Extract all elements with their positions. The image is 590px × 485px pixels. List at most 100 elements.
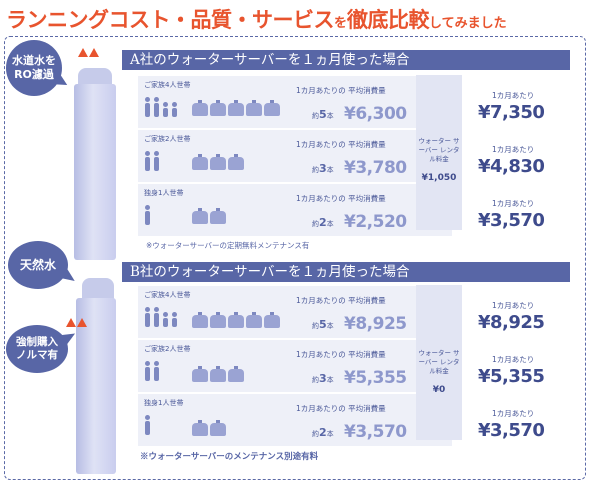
bottle-count: 約5本 xyxy=(312,108,334,121)
panel-b-header: B社のウォーターサーバーを１ヵ月使った場合 xyxy=(122,262,570,282)
fee-label: ウォーター サーバー レンタル料金 xyxy=(418,349,460,375)
people-icons xyxy=(144,361,160,381)
people-icons xyxy=(144,151,160,171)
monthly-label: 1カ月あたり xyxy=(492,91,535,100)
household-label: 独身1人世帯 xyxy=(144,399,184,407)
page-title: ランニングコスト・品質・サービスを徹底比較してみました xyxy=(6,4,507,32)
monthly-label: 1カ月あたり xyxy=(492,199,535,208)
water-price: ¥5,355 xyxy=(344,368,407,388)
monthly-total: ¥5,355 xyxy=(478,366,545,387)
panel-a-row-single xyxy=(138,184,452,236)
people-icons xyxy=(144,415,151,435)
panel-b-row-single xyxy=(138,394,452,446)
consumption-label: 1カ月あたりの 平均消費量 xyxy=(296,194,386,203)
water-price: ¥3,780 xyxy=(344,158,407,178)
title-particle: を xyxy=(334,16,348,31)
bubble-ro-filter: 水道水を RO濾過 xyxy=(6,40,62,96)
title-tail: してみました xyxy=(429,16,507,31)
panel-a-row-family2 xyxy=(138,130,452,182)
panel-company-b: B社のウォーターサーバーを１ヵ月使った場合 xyxy=(122,262,570,474)
person-icon xyxy=(144,97,151,117)
monthly-total: ¥3,570 xyxy=(478,210,545,231)
water-price: ¥3,570 xyxy=(344,422,407,442)
people-icons xyxy=(144,307,178,327)
bubble-forced-purchase: 強制購入 ノルマ有 xyxy=(6,325,68,373)
bottle-icons xyxy=(192,208,226,224)
household-label: ご家族2人世帯 xyxy=(144,345,191,353)
person-icon xyxy=(144,205,151,225)
monthly-total: ¥8,925 xyxy=(478,312,545,333)
bottle-icon xyxy=(228,366,244,382)
person-icon xyxy=(144,151,151,171)
consumption-label: 1カ月あたりの 平均消費量 xyxy=(296,140,386,149)
person-icon xyxy=(162,102,169,117)
household-label: ご家族2人世帯 xyxy=(144,135,191,143)
bottle-icons xyxy=(192,100,280,116)
bottle-icon xyxy=(228,312,244,328)
consumption-label: 1カ月あたりの 平均消費量 xyxy=(296,404,386,413)
person-icon xyxy=(162,312,169,327)
person-icon xyxy=(171,312,178,327)
panel-a-rental-fee: ウォーター サーバー レンタル料金 ¥1,050 xyxy=(416,75,462,230)
household-label: ご家族4人世帯 xyxy=(144,81,191,89)
server-b-top xyxy=(82,278,114,300)
title-main: ランニングコスト・品質・サービス xyxy=(6,8,335,32)
panel-a-header: A社のウォーターサーバーを１ヵ月使った場合 xyxy=(122,50,570,70)
bottle-icon xyxy=(210,312,226,328)
panel-b-row-family4 xyxy=(138,286,452,338)
bottle-icon xyxy=(264,100,280,116)
bottle-count: 約5本 xyxy=(312,318,334,331)
bottle-icon xyxy=(210,420,226,436)
person-icon xyxy=(144,361,151,381)
panel-a-row-family4 xyxy=(138,76,452,128)
consumption-label: 1カ月あたりの 平均消費量 xyxy=(296,350,386,359)
bottle-count: 約3本 xyxy=(312,372,334,385)
bottle-icon xyxy=(192,100,208,116)
panel-b-rental-fee: ウォーター サーバー レンタル料金 ¥0 xyxy=(416,285,462,440)
person-icon xyxy=(153,307,160,327)
monthly-label: 1カ月あたり xyxy=(492,301,535,310)
monthly-label: 1カ月あたり xyxy=(492,409,535,418)
bottle-icon xyxy=(210,366,226,382)
bottle-icon xyxy=(210,100,226,116)
monthly-label: 1カ月あたり xyxy=(492,355,535,364)
bottle-icon xyxy=(264,312,280,328)
bottle-icon xyxy=(246,312,262,328)
server-a-illustration xyxy=(74,84,116,260)
panel-b-note: ※ウォーターサーバーのメンテナンス別途有料 xyxy=(140,452,319,462)
bottle-count: 約2本 xyxy=(312,426,334,439)
bottle-icons xyxy=(192,366,244,382)
bottle-icon xyxy=(192,366,208,382)
fee-amount: ¥1,050 xyxy=(421,173,457,183)
person-icon xyxy=(144,307,151,327)
monthly-label: 1カ月あたり xyxy=(492,145,535,154)
person-icon xyxy=(153,151,160,171)
water-price: ¥6,300 xyxy=(344,104,407,124)
fee-label: ウォーター サーバー レンタル料金 xyxy=(418,137,460,163)
monthly-total: ¥7,350 xyxy=(478,102,545,123)
panel-a-note: ※ウォーターサーバーの定期無料メンテナンス有 xyxy=(146,241,310,250)
bottle-icon xyxy=(192,312,208,328)
monthly-total: ¥3,570 xyxy=(478,420,545,441)
bottle-icon xyxy=(192,154,208,170)
monthly-total: ¥4,830 xyxy=(478,156,545,177)
person-icon xyxy=(144,415,151,435)
alert-triangles-icon xyxy=(66,318,87,327)
people-icons xyxy=(144,205,151,225)
consumption-label: 1カ月あたりの 平均消費量 xyxy=(296,86,386,95)
bottle-icons xyxy=(192,420,226,436)
water-price: ¥8,925 xyxy=(344,314,407,334)
person-icon xyxy=(153,97,160,117)
people-icons xyxy=(144,97,178,117)
alert-triangles-icon xyxy=(78,48,99,57)
server-a-top xyxy=(78,68,112,86)
title-main2: 徹底比較 xyxy=(347,8,430,32)
server-b-illustration xyxy=(76,298,116,474)
bottle-icon xyxy=(192,208,208,224)
consumption-label: 1カ月あたりの 平均消費量 xyxy=(296,296,386,305)
fee-amount: ¥0 xyxy=(432,385,446,395)
person-icon xyxy=(153,361,160,381)
bottle-icon xyxy=(228,100,244,116)
person-icon xyxy=(171,102,178,117)
household-label: ご家族4人世帯 xyxy=(144,291,191,299)
